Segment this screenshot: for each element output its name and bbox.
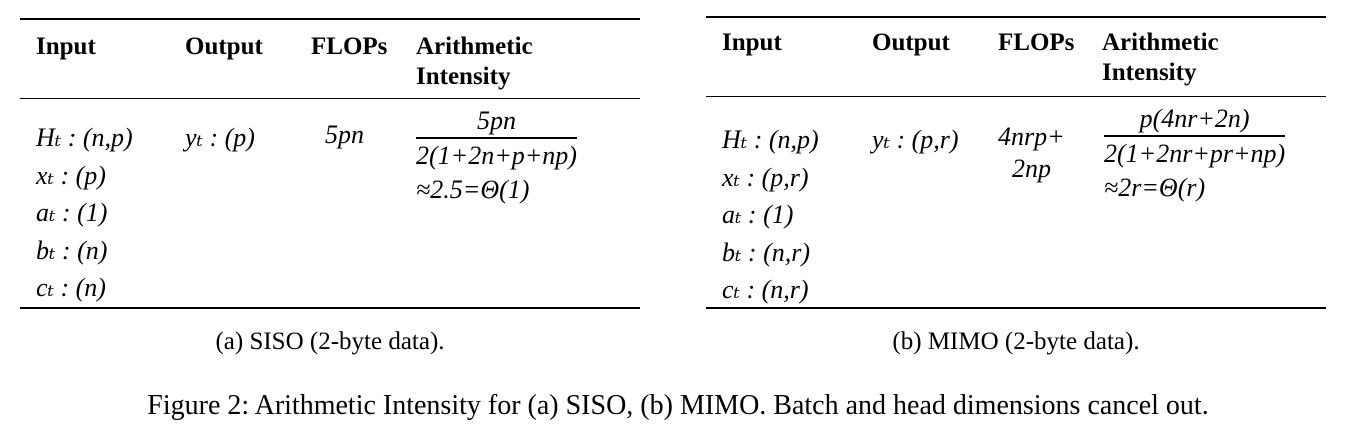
caption-b: (b) MIMO (2-byte data). xyxy=(892,328,1140,355)
ai-numerator: 5pn xyxy=(476,106,516,135)
header-ai-line1: Arithmetic xyxy=(416,33,533,60)
header-input: Input xyxy=(722,29,782,56)
input-list: Hₜ : (n,p) xₜ : (p,r) aₜ : (1) bₜ : (n,r… xyxy=(722,121,819,309)
output-text: yₜ : (p) xyxy=(185,123,255,152)
header-flops: FLOPs xyxy=(311,33,388,60)
flops-value: 5pn xyxy=(325,120,364,149)
body-row: Hₜ : (n,p) xₜ : (p,r) aₜ : (1) bₜ : (n,r… xyxy=(706,97,1326,307)
ai-fraction: 5pn 2(1+2n+p+np) xyxy=(416,107,577,170)
header-row: Input Output FLOPs Arithmetic Intensity xyxy=(706,18,1326,96)
header-output: Output xyxy=(185,33,263,60)
flops-line1: 4nrp+ xyxy=(998,122,1065,151)
ai-numerator: p(4nr+2n) xyxy=(1139,104,1250,133)
caption-a: (a) SISO (2-byte data). xyxy=(215,328,445,355)
ai-fraction: p(4nr+2n) 2(1+2nr+pr+np) xyxy=(1104,104,1286,168)
figure-caption: Figure 2: Arithmetic Intensity for (a) S… xyxy=(147,390,1209,421)
bottom-rule xyxy=(706,307,1326,309)
input-item: bₜ : (n) xyxy=(36,235,108,265)
header-ai-line2: Intensity xyxy=(1102,59,1197,86)
header-arithmetic-intensity: Arithmetic Intensity xyxy=(416,32,533,92)
header-input: Input xyxy=(36,33,96,60)
input-item: Hₜ : (n,p) xyxy=(722,125,819,154)
header-ai-line2: Intensity xyxy=(416,63,511,90)
fraction-bar xyxy=(1104,135,1286,137)
header-ai-line1: Arithmetic xyxy=(1102,29,1219,56)
mimo-table: Input Output FLOPs Arithmetic Intensity … xyxy=(706,16,1326,309)
input-item: cₜ : (n) xyxy=(36,273,106,302)
ai-approx: ≈2.5=Θ(1) xyxy=(416,175,530,204)
mid-rule xyxy=(706,96,1326,97)
mid-rule xyxy=(20,98,640,99)
input-item: Hₜ : (n,p) xyxy=(36,123,133,152)
input-item: xₜ : (p,r) xyxy=(722,162,809,192)
output-text: yₜ : (p,r) xyxy=(872,125,959,154)
header-arithmetic-intensity: Arithmetic Intensity xyxy=(1102,28,1219,88)
header-row: Input Output FLOPs Arithmetic Intensity xyxy=(20,20,640,98)
input-item: xₜ : (p) xyxy=(36,160,106,190)
input-item: bₜ : (n,r) xyxy=(722,237,811,267)
input-item: aₜ : (1) xyxy=(36,198,108,227)
siso-table: Input Output FLOPs Arithmetic Intensity … xyxy=(20,18,640,309)
header-flops: FLOPs xyxy=(998,29,1075,56)
input-item: cₜ : (n,r) xyxy=(722,275,809,304)
body-row: Hₜ : (n,p) xₜ : (p) aₜ : (1) bₜ : (n) cₜ… xyxy=(20,99,640,307)
ai-approx: ≈2r=Θ(r) xyxy=(1104,173,1206,202)
flops-value: 4nrp+ 2np xyxy=(998,121,1065,185)
top-rule xyxy=(20,18,640,20)
bottom-rule xyxy=(20,307,640,309)
top-rule xyxy=(706,16,1326,18)
output-value: yₜ : (p,r) xyxy=(872,121,959,159)
flops-line2: 2np xyxy=(1012,154,1051,183)
ai-denominator: 2(1+2n+p+np) xyxy=(416,140,577,170)
output-value: yₜ : (p) xyxy=(185,119,255,157)
ai-denominator: 2(1+2nr+pr+np) xyxy=(1104,138,1286,168)
header-output: Output xyxy=(872,29,950,56)
input-list: Hₜ : (n,p) xₜ : (p) aₜ : (1) bₜ : (n) cₜ… xyxy=(36,119,133,307)
input-item: aₜ : (1) xyxy=(722,200,794,229)
fraction-bar xyxy=(416,137,577,139)
